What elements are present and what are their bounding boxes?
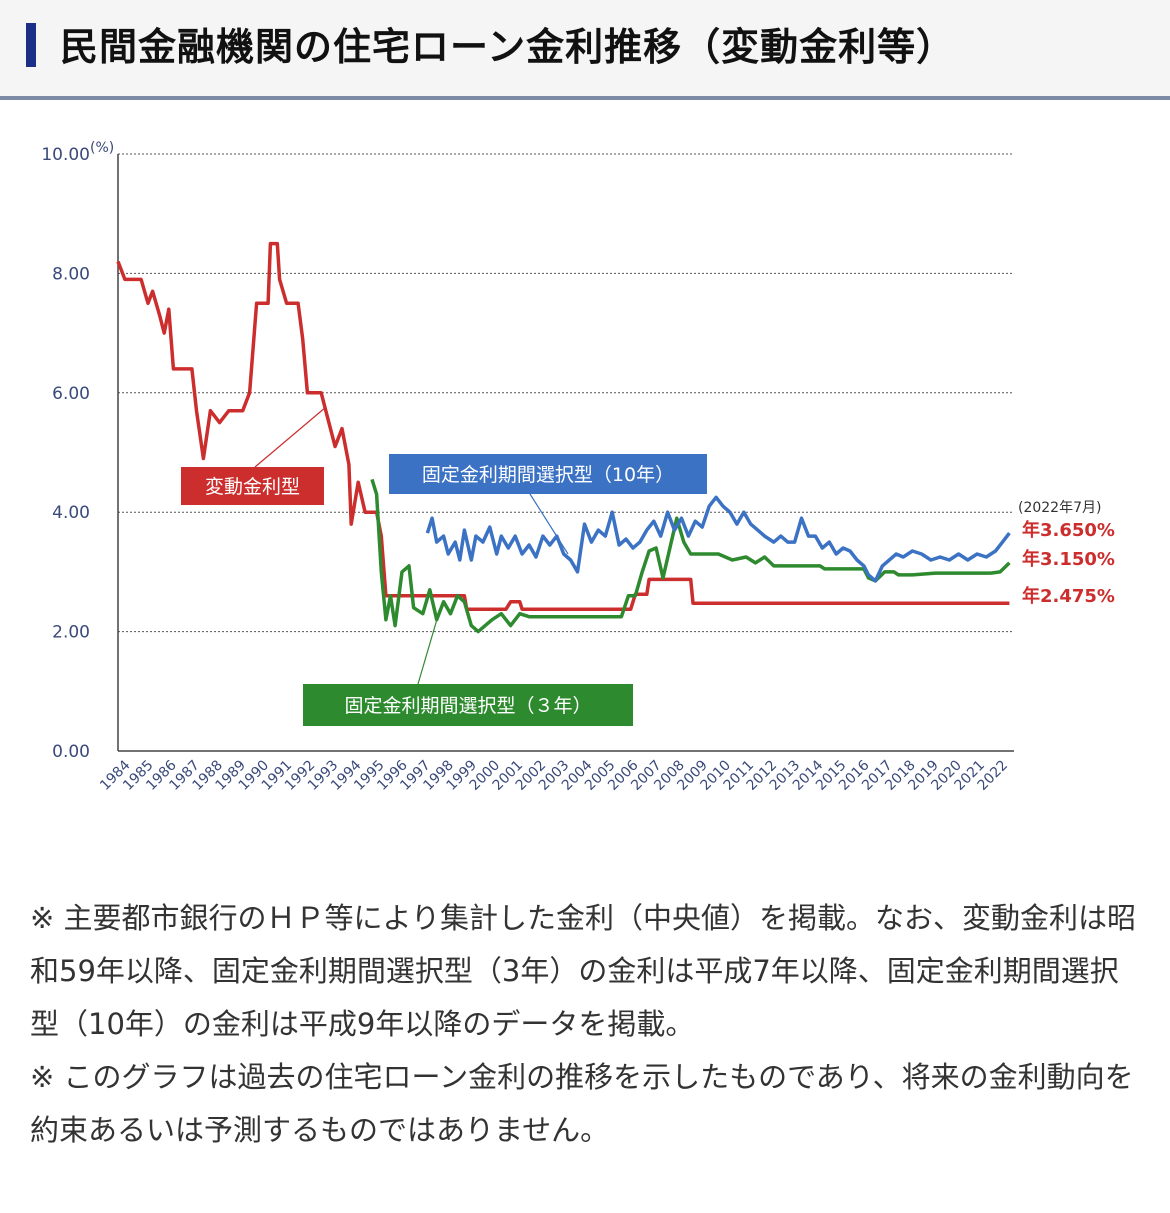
footnote-1: ※ 主要都市銀行のＨＰ等により集計した金利（中央値）を掲載。なお、変動金利は昭和… — [30, 901, 1136, 1041]
y-tick-label: 10.00 — [41, 145, 90, 165]
callout-fixed-3y-label: 固定金利期間選択型（３年） — [344, 695, 591, 717]
title-accent-bar — [26, 23, 36, 67]
end-label-fixed-3y: 年3.150% — [1022, 548, 1115, 570]
y-tick-label: 6.00 — [52, 384, 90, 404]
end-label-fixed-10y: 年3.650% — [1022, 519, 1115, 541]
callout-fixed-10y-label: 固定金利期間選択型（10年） — [422, 464, 674, 486]
callout-variable-leader — [254, 406, 327, 468]
footnotes: ※ 主要都市銀行のＨＰ等により集計した金利（中央値）を掲載。なお、変動金利は昭和… — [30, 892, 1140, 1157]
page-header: 民間金融機関の住宅ローン金利推移（変動金利等） — [0, 0, 1170, 100]
y-tick-label: 8.00 — [52, 264, 90, 284]
footnote-2: ※ このグラフは過去の住宅ローン金利の推移を示したものであり、将来の金利動向を約… — [30, 1060, 1134, 1147]
y-tick-label: 2.00 — [52, 623, 90, 643]
fixed-3y-line — [370, 478, 1011, 634]
y-unit-label: (%) — [90, 140, 114, 156]
end-label-variable: 年2.475% — [1022, 585, 1115, 607]
callout-fixed-10y-leader — [529, 493, 569, 555]
callout-fixed-3y-leader — [417, 608, 441, 685]
variable-rate-line — [116, 241, 1010, 611]
interest-rate-chart: 0.00 2.00 4.00 6.00 8.00 10.00 (%) 1984 1985 1986… — [0, 104, 1170, 844]
callout-fixed-10y-box — [389, 454, 707, 494]
callout-fixed-3y-box — [303, 684, 633, 726]
y-tick-label: 4.00 — [52, 503, 90, 523]
fixed-10y-line — [425, 495, 1011, 583]
callout-variable-box — [181, 467, 324, 505]
y-tick-label: 0.00 — [52, 742, 90, 762]
callout-variable-label: 変動金利型 — [205, 476, 300, 498]
end-date-label: (2022年7月) — [1018, 500, 1101, 516]
page-title: 民間金融機関の住宅ローン金利推移（変動金利等） — [60, 25, 956, 69]
